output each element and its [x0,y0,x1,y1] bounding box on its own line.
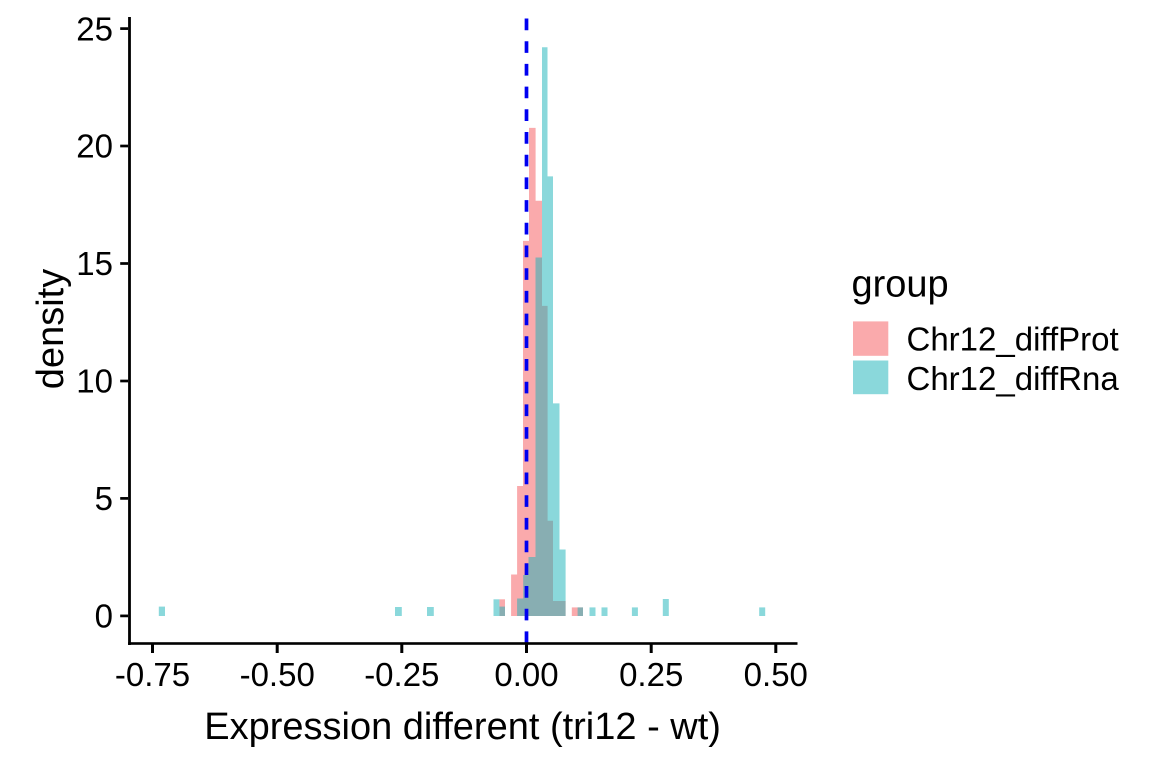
svg-text:-0.50: -0.50 [240,656,315,693]
svg-text:5: 5 [95,480,113,517]
svg-text:15: 15 [76,245,113,282]
svg-text:-0.25: -0.25 [364,656,439,693]
svg-text:0: 0 [95,598,113,635]
svg-text:Expression different (tri12 -: Expression different (tri12 - wt) [204,706,721,748]
svg-text:group: group [852,264,949,306]
svg-text:0.50: 0.50 [744,656,808,693]
svg-text:0.25: 0.25 [619,656,683,693]
svg-text:density: density [30,269,72,389]
svg-text:0.00: 0.00 [494,656,558,693]
svg-text:Chr12_diffProt: Chr12_diffProt [907,321,1119,358]
svg-text:20: 20 [76,128,113,165]
svg-text:-0.75: -0.75 [115,656,190,693]
svg-text:Chr12_diffRna: Chr12_diffRna [907,360,1120,397]
svg-text:25: 25 [76,10,113,47]
svg-text:10: 10 [76,363,113,400]
